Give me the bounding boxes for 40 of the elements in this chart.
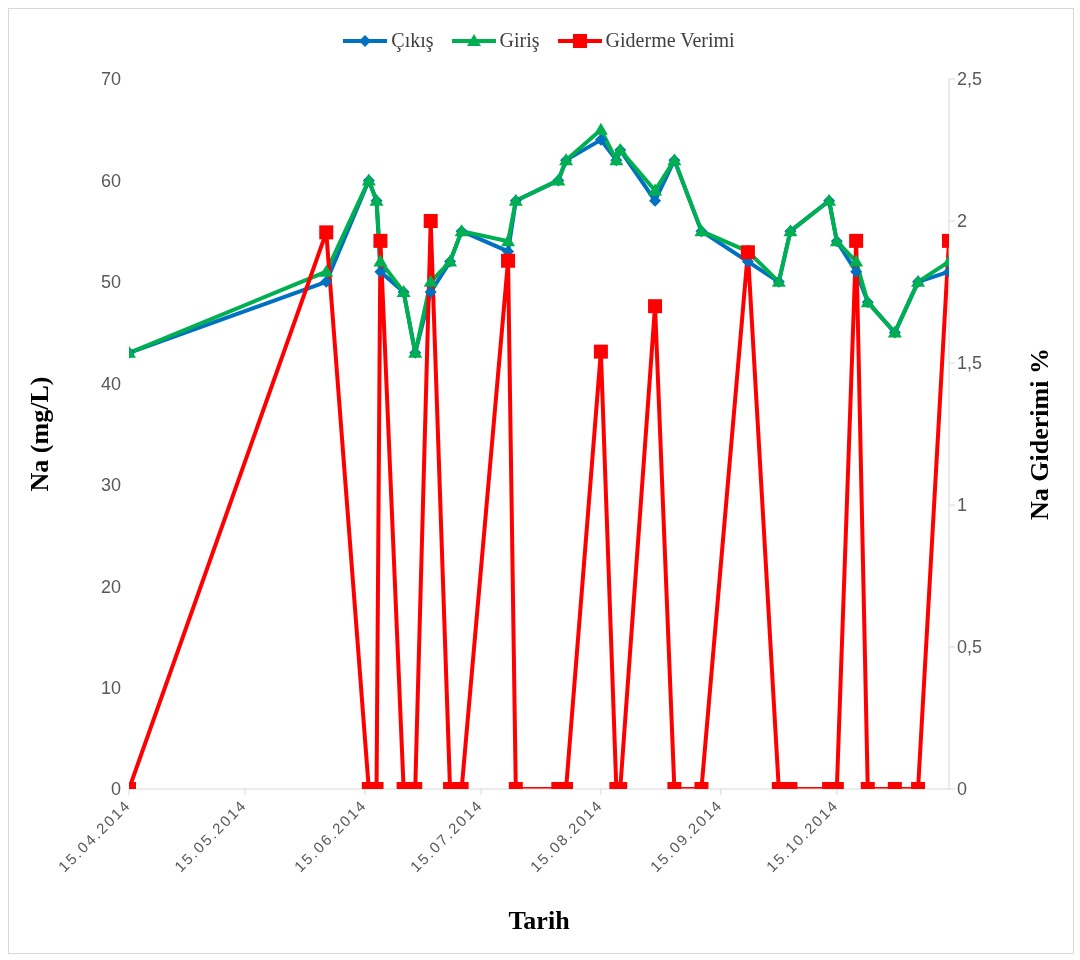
point <box>593 344 608 359</box>
point <box>373 254 388 267</box>
y-tick-label: 0 <box>110 779 121 800</box>
y2-tick-label: 2 <box>957 211 968 232</box>
legend-label: Giderme Verimi <box>604 29 735 52</box>
point <box>319 225 334 240</box>
y-tick-label: 30 <box>100 475 121 496</box>
point <box>319 264 334 277</box>
y-tick-label: 20 <box>100 576 121 597</box>
point <box>374 265 387 278</box>
point <box>424 286 437 298</box>
point <box>593 122 608 135</box>
y-axis-title: Na (mg/L) <box>25 376 55 492</box>
legend-label: Giriş <box>498 29 540 52</box>
point <box>501 234 516 247</box>
point <box>594 133 607 146</box>
y-tick-label: 60 <box>100 170 121 191</box>
point <box>423 214 438 228</box>
point <box>649 194 662 207</box>
point <box>849 254 864 267</box>
point <box>320 275 333 288</box>
legend-label: Çıkış <box>390 29 434 52</box>
y2-axis-title: Na Giderimi % <box>1025 348 1055 520</box>
point <box>850 265 863 278</box>
y2-tick-label: 0,5 <box>957 637 983 658</box>
point <box>648 183 663 196</box>
point <box>648 299 663 314</box>
point <box>501 253 516 268</box>
y2-tick-label: 1 <box>957 495 968 516</box>
y-tick-label: 50 <box>100 272 121 293</box>
y2-tick-label: 0 <box>957 779 968 800</box>
y-tick-label: 40 <box>100 373 121 394</box>
y-tick-label: 70 <box>100 69 121 90</box>
point <box>373 233 388 248</box>
y2-tick-label: 1,5 <box>957 353 983 374</box>
y-tick-label: 10 <box>100 677 121 698</box>
point <box>423 274 438 287</box>
x-axis-title: Tarih <box>508 906 571 935</box>
y2-tick-label: 2,5 <box>957 69 983 90</box>
point <box>849 233 864 248</box>
